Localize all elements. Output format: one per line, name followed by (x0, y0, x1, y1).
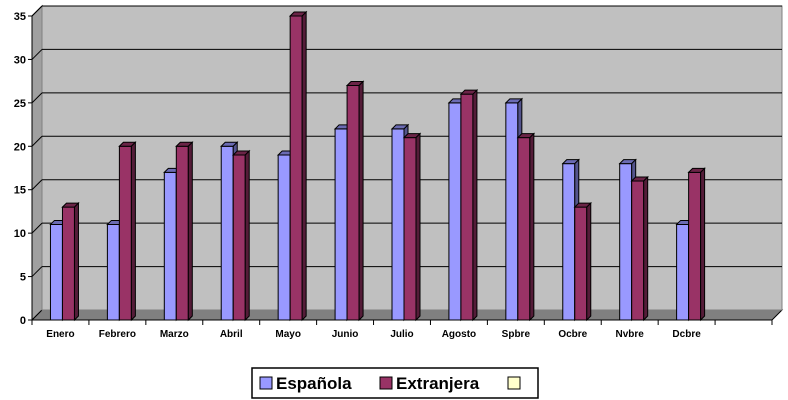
x-tick-label: Febrero (99, 329, 136, 340)
x-tick-label: Dcbre (672, 329, 701, 340)
bar-front (517, 137, 531, 321)
x-tick-label: Mayo (275, 329, 301, 340)
bar-front (631, 180, 645, 321)
bar-side (301, 10, 307, 322)
bar-front (619, 163, 633, 321)
x-tick-label: Ocbre (558, 329, 587, 340)
bar-extranjera-ocbre (573, 201, 592, 322)
bar-side (586, 201, 592, 322)
bar-extranjera-spbre (516, 132, 536, 322)
bar-front (232, 154, 246, 321)
x-tick-label: Marzo (160, 329, 189, 340)
legend: Española Extranjera (251, 367, 539, 399)
bar-side (73, 201, 79, 322)
bar-extranjera-junio (345, 80, 365, 322)
y-tick-label: 10 (14, 228, 26, 240)
gridline-side (31, 266, 43, 277)
bars (49, 10, 706, 322)
gridline-side (31, 5, 43, 17)
bar-front (106, 223, 120, 321)
x-tick-label: Agosto (442, 329, 476, 340)
bar-side (529, 132, 535, 322)
bar-front (118, 145, 132, 321)
y-tick-label: 20 (14, 141, 26, 153)
legend-swatch-empty (507, 376, 521, 390)
y-tick-label: 15 (14, 185, 26, 197)
gridline-side (31, 92, 43, 104)
legend-swatch-extranjera (379, 376, 393, 390)
bar-extranjera-mayo (288, 10, 308, 322)
bar-extranjera-marzo (175, 141, 194, 322)
bar-front (289, 15, 303, 321)
gridline-side (31, 135, 43, 147)
legend-swatch-espanola (259, 376, 273, 390)
bar-extranjera-julio (402, 132, 422, 322)
y-tick-label: 30 (14, 54, 26, 66)
bar-side (187, 141, 193, 322)
bar-front (163, 171, 177, 321)
bar-front (448, 102, 462, 321)
bar-front (403, 137, 417, 321)
bar-side (244, 149, 250, 322)
bar-side (130, 141, 136, 322)
gridline-side (31, 49, 43, 60)
bar-extranjera-dcbre (687, 167, 706, 322)
x-tick-label: Nvbre (616, 329, 645, 340)
x-tick-label: Junio (332, 329, 359, 340)
y-axis: 0 5 10 15 20 25 30 35 (14, 11, 33, 327)
bar-front (334, 128, 348, 321)
bar-extranjera-abril (232, 149, 251, 322)
bar-side (358, 80, 364, 322)
bar-front (175, 145, 189, 321)
bar-extranjera-febrero (118, 141, 137, 322)
bar-side (415, 132, 421, 322)
bar-side (643, 175, 649, 322)
bar-front (505, 102, 519, 321)
bar-side (472, 88, 478, 322)
bar-front (391, 128, 405, 321)
x-tick-label: Julio (390, 329, 413, 340)
bar-front (220, 145, 234, 321)
side-wall (31, 4, 43, 322)
y-tick-label: 0 (20, 315, 26, 327)
x-axis: Enero Febrero Marzo Abril Mayo Junio Julio Agos… (31, 319, 773, 340)
bar-front (676, 223, 690, 321)
bar-extranjera-nvbre (630, 175, 649, 322)
bar-front (49, 223, 63, 321)
bar-side (700, 167, 706, 322)
gridline-side (31, 222, 43, 234)
y-tick-label: 35 (14, 11, 26, 23)
gridline-side (31, 179, 43, 191)
bar-front (562, 163, 576, 321)
bar-front (277, 154, 291, 321)
bar-front (346, 84, 360, 321)
legend-box (251, 367, 539, 399)
legend-label-espanola: Española (276, 374, 352, 393)
bar-extranjera-enero (61, 201, 80, 322)
bar-front (61, 206, 75, 321)
x-tick-label: Spbre (502, 329, 531, 340)
bar-front (688, 171, 702, 321)
y-tick-label: 25 (14, 98, 26, 110)
x-tick-label: Enero (46, 329, 74, 340)
bar-front (460, 93, 474, 321)
y-tick-label: 5 (20, 272, 26, 284)
bar-extranjera-agosto (459, 88, 479, 322)
legend-label-extranjera: Extranjera (396, 374, 480, 393)
bar-front (574, 206, 588, 321)
x-tick-label: Abril (220, 329, 243, 340)
